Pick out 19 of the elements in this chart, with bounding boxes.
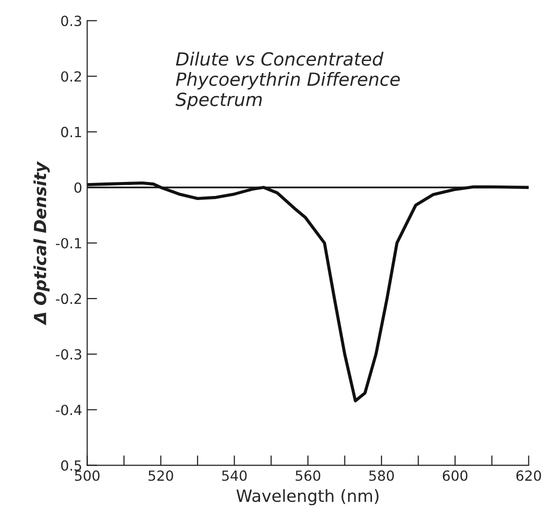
x-tick-label: 600 [442,470,468,481]
x-tick-label: 620 [516,470,541,481]
y-tick-label: -0.1 [56,238,82,248]
x-axis-title: Wavelength (nm) [236,489,378,506]
y-tick-label: 0.2 [61,71,81,82]
x-tick-label: 560 [296,470,320,481]
x-tick-label: 520 [148,470,174,481]
y-tick-label: 0.5 [61,460,82,471]
y-tick-label: -0.3 [56,349,82,360]
x-tick-label: 500 [75,470,100,481]
text: Dilute vs Concentrated Phycoerythrin Difference Spectrum [176,52,400,110]
y-tick-label: 0 [74,182,82,193]
y-tick-label: -0.4 [56,404,82,416]
x-tick-label: 580 [369,470,394,481]
x-tick-label: 540 [222,470,247,481]
y-tick-label: -0.2 [56,294,81,304]
y-tick-label: 0.3 [61,16,82,26]
y-tick-label: 0.1 [61,126,82,138]
y-axis-title: Δ Optical Density [33,161,50,326]
